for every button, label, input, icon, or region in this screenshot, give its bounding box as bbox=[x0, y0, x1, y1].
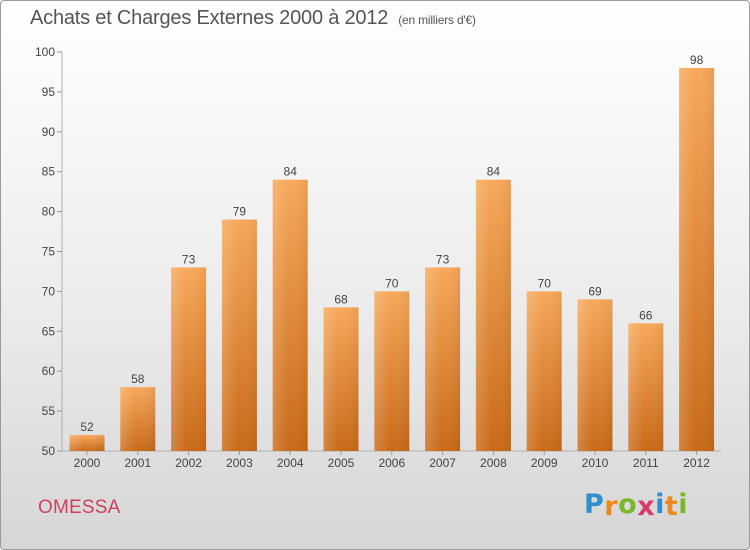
logo-letter: x bbox=[637, 491, 656, 522]
bar-highlight bbox=[221, 219, 257, 451]
y-tick-label: 70 bbox=[42, 284, 56, 298]
chart-title-text: Achats et Charges Externes 2000 à 2012 bbox=[30, 7, 389, 29]
logo-letter: t bbox=[664, 491, 679, 522]
bar-value-label: 98 bbox=[690, 53, 704, 67]
bar-highlight bbox=[475, 179, 511, 451]
x-tick-label: 2009 bbox=[531, 456, 558, 470]
y-tick-label: 90 bbox=[42, 125, 56, 139]
x-tick-label: 2000 bbox=[74, 456, 101, 470]
chart-unit: (en milliers d'€) bbox=[398, 13, 476, 27]
y-tick-label: 75 bbox=[42, 245, 56, 259]
bar-highlight bbox=[120, 387, 156, 451]
logo-letter: P bbox=[584, 489, 605, 520]
bar-highlight bbox=[577, 299, 613, 451]
x-tick-label: 2007 bbox=[429, 456, 456, 470]
bar-highlight bbox=[679, 67, 715, 452]
y-tick-label: 85 bbox=[42, 165, 56, 179]
bar-value-label: 79 bbox=[233, 205, 247, 219]
bar-value-label: 69 bbox=[588, 284, 602, 298]
logo-letter: o bbox=[618, 489, 638, 520]
bar-highlight bbox=[171, 267, 207, 451]
bar-value-label: 58 bbox=[131, 372, 145, 386]
bar-highlight bbox=[425, 267, 461, 451]
logo-letter: i bbox=[655, 489, 665, 520]
bar-highlight bbox=[628, 323, 664, 451]
y-tick-label: 65 bbox=[42, 324, 56, 338]
bar-value-label: 84 bbox=[487, 165, 501, 179]
x-tick-label: 2010 bbox=[582, 456, 609, 470]
x-tick-label: 2001 bbox=[124, 456, 151, 470]
bar-value-label: 52 bbox=[80, 420, 94, 434]
bar-highlight bbox=[374, 291, 410, 451]
y-tick-label: 95 bbox=[42, 85, 56, 99]
bar-highlight bbox=[69, 435, 105, 451]
city-name: OMESSA bbox=[38, 497, 121, 518]
bar-highlight bbox=[526, 291, 562, 451]
y-tick-label: 100 bbox=[35, 45, 55, 59]
bar-value-label: 68 bbox=[334, 292, 348, 306]
bar-value-label: 73 bbox=[436, 252, 450, 266]
bar-highlight bbox=[272, 179, 308, 451]
y-tick-label: 50 bbox=[42, 444, 56, 458]
bar-value-label: 70 bbox=[538, 276, 552, 290]
bar-value-label: 66 bbox=[639, 308, 653, 322]
bar-value-label: 70 bbox=[385, 276, 399, 290]
bar-value-label: 73 bbox=[182, 252, 196, 266]
bar-value-label: 84 bbox=[284, 165, 298, 179]
x-tick-label: 2012 bbox=[683, 456, 710, 470]
proxiti-logo[interactable]: Proxiti bbox=[584, 489, 689, 522]
x-tick-label: 2004 bbox=[277, 456, 304, 470]
logo-letter: r bbox=[604, 491, 619, 522]
x-tick-label: 2011 bbox=[633, 456, 659, 470]
x-tick-label: 2006 bbox=[378, 456, 405, 470]
x-tick-label: 2008 bbox=[480, 456, 507, 470]
y-tick-label: 55 bbox=[42, 404, 56, 418]
y-tick-label: 60 bbox=[42, 364, 56, 378]
y-tick-label: 80 bbox=[42, 205, 56, 219]
logo-letter: i bbox=[678, 489, 689, 520]
bar-highlight bbox=[323, 307, 359, 451]
x-tick-label: 2003 bbox=[226, 456, 253, 470]
x-tick-label: 2005 bbox=[328, 456, 355, 470]
x-tick-label: 2002 bbox=[175, 456, 202, 470]
chart-title: Achats et Charges Externes 2000 à 2012 (e… bbox=[30, 7, 476, 30]
